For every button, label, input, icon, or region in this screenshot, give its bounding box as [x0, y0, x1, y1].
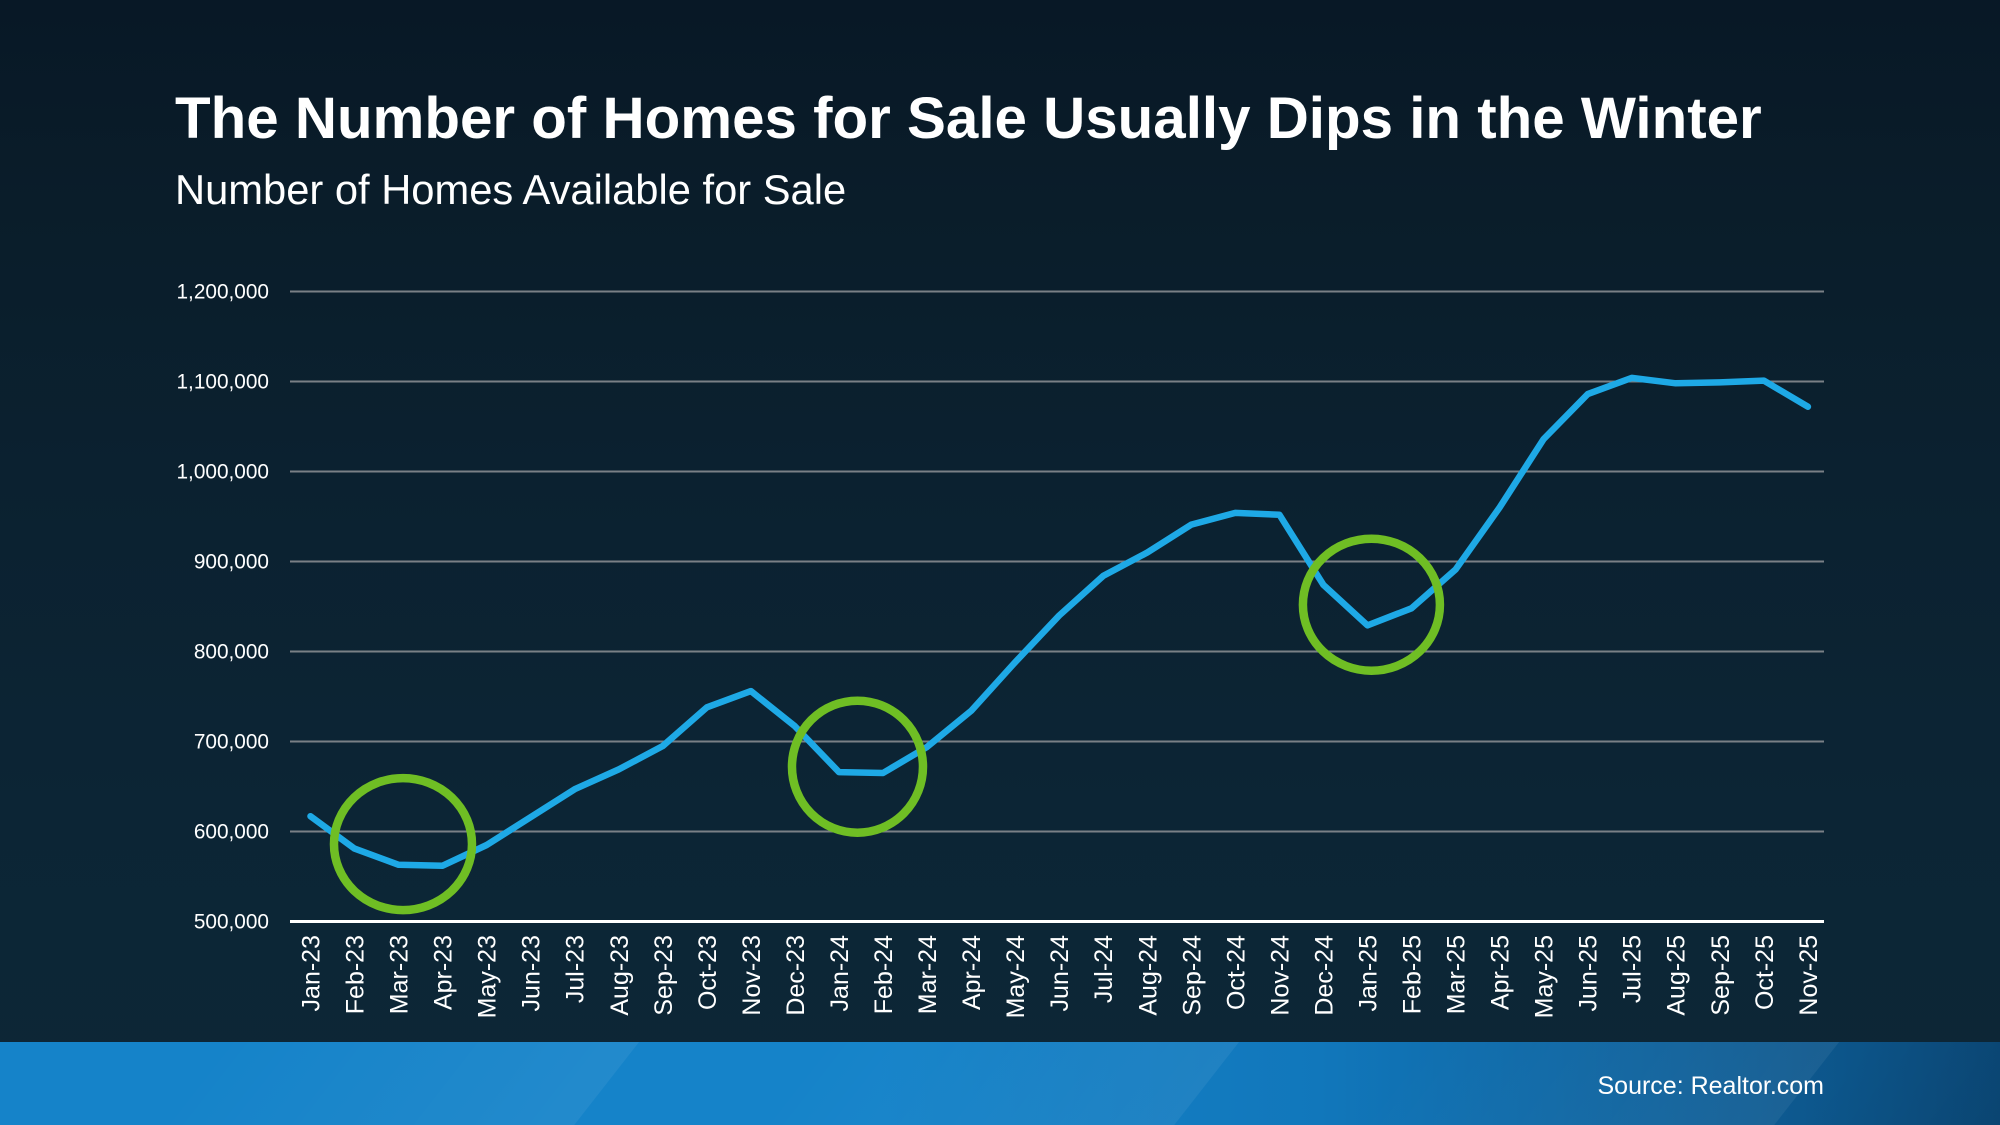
x-axis-tick-label: Jul-23: [562, 935, 590, 1003]
footer-diagonal-stripe: [125, 1042, 655, 1125]
y-axis-tick-label: 1,200,000: [176, 280, 269, 303]
x-axis-tick-label: Dec-23: [782, 935, 810, 1016]
x-axis-tick-label: May-24: [1002, 935, 1030, 1018]
x-axis-tick-label: Nov-24: [1266, 935, 1294, 1016]
x-axis-tick-label: May-23: [474, 935, 502, 1018]
x-axis-tick-label: Jun-25: [1575, 935, 1603, 1011]
slide-title: The Number of Homes for Sale Usually Dip…: [175, 86, 1762, 151]
x-axis-tick-label: Apr-24: [958, 935, 986, 1010]
x-axis-tick-label: Jan-23: [298, 935, 326, 1011]
highlight-circle-winter-dip-2024: [787, 696, 928, 837]
x-axis-tick-label: Sep-23: [650, 935, 678, 1016]
y-axis-tick-label: 600,000: [194, 820, 269, 843]
x-axis-tick-label: Sep-24: [1178, 935, 1206, 1016]
x-axis-tick-label: Feb-25: [1399, 935, 1427, 1014]
x-axis-tick-label: Mar-23: [386, 935, 414, 1014]
x-axis-tick-label: Jan-25: [1354, 935, 1382, 1011]
x-axis-tick-label: Jul-24: [1090, 935, 1118, 1003]
x-axis-tick-label: Nov-23: [738, 935, 766, 1016]
x-axis-tick-label: Aug-24: [1134, 935, 1162, 1016]
x-axis-tick-label: Mar-25: [1443, 935, 1471, 1014]
y-axis-tick-label: 500,000: [194, 910, 269, 933]
x-axis-tick-label: Jan-24: [826, 935, 854, 1012]
footer-bar: [0, 1042, 2000, 1125]
source-attribution: Source: Realtor.com: [1597, 1072, 1825, 1100]
x-axis-tick-label: Mar-24: [914, 935, 942, 1014]
x-axis-tick-label: May-25: [1531, 935, 1559, 1018]
x-axis-tick-label: Oct-24: [1222, 935, 1250, 1010]
x-axis-tick-label: Feb-23: [342, 935, 370, 1014]
x-axis-tick-label: Sep-25: [1707, 935, 1735, 1016]
x-axis-tick-label: Apr-23: [430, 935, 458, 1010]
highlight-circle-winter-dip-2025: [1298, 534, 1445, 675]
footer-diagonal-stripe: [725, 1042, 1255, 1125]
x-axis-tick-label: Oct-23: [694, 935, 722, 1010]
x-axis-tick-label: Dec-24: [1310, 935, 1338, 1016]
y-axis-tick-label: 1,100,000: [176, 370, 269, 393]
y-axis-tick-label: 700,000: [194, 730, 269, 753]
y-axis-tick-label: 800,000: [194, 640, 269, 663]
x-axis-tick-label: Aug-23: [606, 935, 634, 1016]
y-axis-tick-label: 900,000: [194, 550, 269, 573]
x-axis-tick-label: Nov-25: [1795, 935, 1823, 1016]
x-axis-tick-label: Oct-25: [1751, 935, 1779, 1010]
x-axis-tick-label: Apr-25: [1487, 935, 1515, 1010]
x-axis-tick-label: Jun-23: [518, 935, 546, 1011]
highlight-circle-winter-dip-2023: [329, 773, 477, 915]
y-axis-tick-label: 1,000,000: [176, 460, 269, 483]
data-line: [307, 374, 1812, 869]
x-axis-tick-label: Jun-24: [1046, 935, 1074, 1012]
x-axis-tick-label: Feb-24: [870, 935, 898, 1014]
slide-subtitle: Number of Homes Available for Sale: [175, 166, 847, 213]
x-axis-tick-label: Jul-25: [1619, 935, 1647, 1003]
x-axis-tick-label: Aug-25: [1663, 935, 1691, 1016]
